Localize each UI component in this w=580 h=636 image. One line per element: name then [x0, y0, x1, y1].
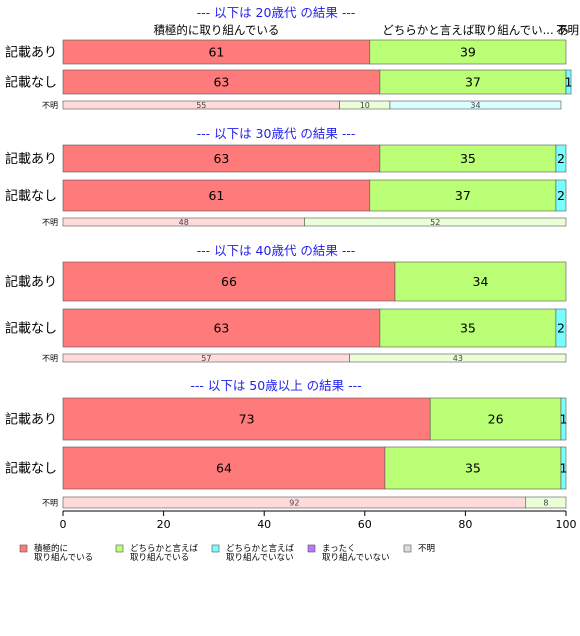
data-label: 35 [465, 461, 481, 476]
legend-swatch [307, 544, 316, 553]
x-tick-label: 60 [358, 518, 372, 531]
segment-header-label: 不明 [556, 23, 579, 37]
bar-segment [62, 446, 386, 490]
bar-segment [555, 308, 567, 348]
x-tick-label: 80 [458, 518, 472, 531]
bar-segment [369, 179, 557, 212]
bar-segment [379, 144, 557, 173]
row-label: 不明 [42, 354, 58, 363]
row-label: 不明 [42, 499, 58, 508]
segment-header-label: 積極的に取り組んでいる [153, 23, 279, 37]
legend-label: まったく [322, 544, 356, 554]
bar-segment [565, 69, 572, 95]
data-label: 48 [179, 218, 189, 227]
data-label: 37 [465, 75, 481, 90]
data-label: 43 [453, 354, 463, 363]
row-label: 記載あり [5, 151, 57, 167]
bar-segment [62, 144, 381, 173]
bar-segment [394, 261, 567, 302]
data-label: 34 [473, 274, 489, 289]
row-label: 記載あり [5, 45, 57, 61]
x-tick-label: 40 [257, 518, 271, 531]
bar-segment [555, 179, 567, 212]
segment-header-label: あ [557, 23, 569, 37]
bar-segment [62, 39, 371, 65]
panel-title: --- 以下は 40歳代 の結果 --- [197, 243, 356, 258]
data-label: 39 [460, 45, 476, 60]
data-label: 63 [213, 321, 229, 336]
legend-swatch [115, 544, 124, 553]
bar-segment [429, 397, 562, 441]
bar-segment [62, 179, 371, 212]
legend-label: 取り組んでいない [322, 552, 390, 563]
legend-label: どちらかと言えば [130, 543, 199, 554]
bar-segment [389, 100, 562, 110]
data-label: 10 [360, 101, 370, 110]
bar-segment [379, 308, 557, 348]
legend-label: 取り組んでいる [130, 552, 189, 563]
bar-segment [525, 496, 567, 509]
data-label: 55 [196, 101, 206, 110]
data-label: 1 [560, 412, 568, 427]
bar-segment [369, 39, 567, 65]
row-label: 記載あり [5, 412, 57, 428]
legend-swatch [211, 544, 220, 553]
bar-segment [62, 397, 431, 441]
data-label: 66 [221, 274, 237, 289]
data-label: 63 [213, 75, 229, 90]
bar-segment [349, 353, 567, 363]
row-label: 不明 [42, 101, 58, 110]
data-label: 37 [455, 188, 471, 203]
bar-segment [62, 261, 396, 302]
bar-segment [379, 69, 567, 95]
panel-title: --- 以下は 30歳代 の結果 --- [197, 126, 356, 141]
legend-swatch [403, 544, 412, 553]
legend-label: 不明 [418, 544, 435, 554]
data-label: 35 [460, 321, 476, 336]
row-label: 記載なし [5, 188, 57, 204]
bar-segment [560, 397, 567, 441]
panel-title: --- 以下は 20歳代 の結果 --- [197, 5, 356, 20]
data-label: 2 [557, 321, 565, 336]
row-label: 記載あり [5, 274, 57, 290]
data-label: 52 [430, 218, 440, 227]
data-label: 26 [488, 412, 504, 427]
data-label: 64 [216, 461, 232, 476]
data-label: 35 [460, 151, 476, 166]
bar-segment [384, 446, 562, 490]
data-label: 61 [208, 188, 224, 203]
data-label: 92 [289, 499, 299, 508]
data-label: 73 [239, 412, 255, 427]
data-label: 63 [213, 151, 229, 166]
legend-label: 取り組んでいる [34, 552, 93, 563]
x-tick-label: 100 [556, 518, 577, 531]
legend-label: どちらかと言えば [226, 543, 295, 554]
bar-segment [560, 446, 567, 490]
legend-label: 取り組んでいない [226, 552, 294, 563]
panel-title: --- 以下は 50歳以上 の結果 --- [190, 378, 361, 393]
data-label: 61 [208, 45, 224, 60]
data-label: 2 [557, 151, 565, 166]
row-label: 不明 [42, 218, 58, 227]
legend-label: 積極的に [34, 543, 68, 554]
segment-header-label: どちらかと言えば取り組んでい... [382, 23, 553, 37]
x-tick-label: 20 [157, 518, 171, 531]
data-label: 57 [201, 354, 211, 363]
data-label: 1 [565, 75, 573, 90]
data-label: 34 [470, 101, 480, 110]
bar-segment [555, 144, 567, 173]
data-label: 2 [557, 188, 565, 203]
legend-swatch [19, 544, 28, 553]
x-tick-label: 0 [60, 518, 67, 531]
bar-segment [62, 308, 381, 348]
bar-segment [304, 217, 567, 227]
row-label: 記載なし [5, 321, 57, 337]
data-label: 1 [560, 461, 568, 476]
row-label: 記載なし [5, 461, 57, 477]
data-label: 8 [543, 499, 548, 508]
row-label: 記載なし [5, 75, 57, 91]
